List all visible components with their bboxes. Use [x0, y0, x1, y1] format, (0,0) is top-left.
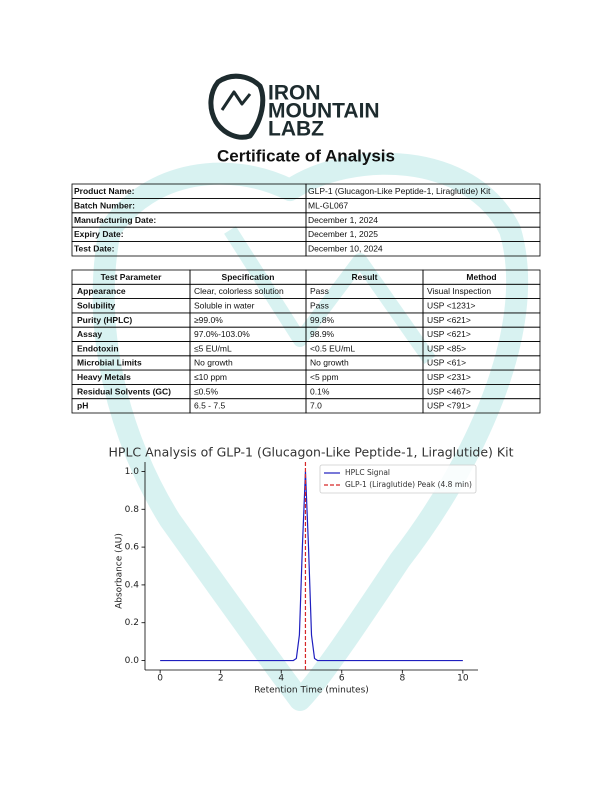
- table-value: USP <1231>: [427, 301, 476, 311]
- logo-icon: [208, 73, 266, 140]
- row-label: Solubility: [77, 301, 116, 311]
- table-value: ≥99.0%: [194, 315, 223, 325]
- x-tick-label: 4: [278, 674, 284, 684]
- table-value: USP <231>: [427, 372, 471, 382]
- table-value: 6.5 - 7.5: [194, 401, 225, 411]
- table-value: USP <85>: [427, 343, 466, 353]
- x-tick-label: 0: [157, 674, 163, 684]
- row-label: Assay: [77, 329, 102, 339]
- y-tick-label: 0.8: [125, 505, 140, 515]
- table-value: USP <467>: [427, 386, 471, 396]
- info-value: ML-GL067: [308, 200, 348, 210]
- brand-text: LABZ: [268, 118, 324, 141]
- table-value: ≤0.5%: [194, 386, 218, 396]
- column-header: Result: [352, 272, 378, 282]
- watermark: [92, 152, 529, 711]
- column-header: Method: [466, 272, 496, 282]
- table-value: 98.9%: [310, 329, 335, 339]
- x-tick-label: 10: [457, 674, 469, 684]
- info-value: December 10, 2024: [308, 244, 383, 254]
- table-value: ≤10 ppm: [194, 372, 227, 382]
- chart-title: HPLC Analysis of GLP-1 (Glucagon-Like Pe…: [109, 445, 514, 460]
- table-value: 7.0: [310, 401, 322, 411]
- table-value: Pass: [310, 301, 329, 311]
- row-label: Residual Solvents (GC): [77, 386, 171, 396]
- table-value: Soluble in water: [194, 301, 255, 311]
- y-tick-label: 0.2: [125, 618, 139, 628]
- y-tick-label: 1.0: [125, 467, 140, 477]
- legend-label: HPLC Signal: [345, 468, 390, 477]
- table-value: Visual Inspection: [427, 286, 491, 296]
- table-value: Clear, colorless solution: [194, 286, 284, 296]
- info-label: Product Name:: [74, 186, 135, 196]
- signal-line: [160, 471, 463, 662]
- table-value: USP <61>: [427, 358, 466, 368]
- table-value: Pass: [310, 286, 329, 296]
- row-label: Endotoxin: [77, 343, 119, 353]
- info-label: Expiry Date:: [74, 229, 124, 239]
- info-label: Batch Number:: [74, 200, 135, 210]
- table-value: <0.5 EU/mL: [310, 343, 355, 353]
- table-value: No growth: [310, 358, 349, 368]
- row-label: Heavy Metals: [77, 372, 131, 382]
- y-tick-label: 0.0: [125, 656, 140, 666]
- x-axis-label: Retention Time (minutes): [254, 686, 369, 696]
- document-title: Certificate of Analysis: [217, 146, 395, 165]
- table-cell: [305, 398, 424, 414]
- table-value: USP <621>: [427, 329, 471, 339]
- table-value: USP <791>: [427, 401, 471, 411]
- x-tick-label: 8: [399, 674, 405, 684]
- column-header: Test Parameter: [101, 272, 162, 282]
- info-label: Test Date:: [74, 244, 115, 254]
- table-value: USP <621>: [427, 315, 471, 325]
- x-tick-label: 6: [339, 674, 345, 684]
- info-value: December 1, 2025: [308, 229, 378, 239]
- table-value: 0.1%: [310, 386, 330, 396]
- y-axis-label: Absorbance (AU): [115, 533, 125, 609]
- table-value: ≤5 EU/mL: [194, 343, 232, 353]
- row-label: Microbial Limits: [77, 358, 142, 368]
- legend-label: GLP-1 (Liraglutide) Peak (4.8 min): [345, 480, 472, 489]
- y-tick-label: 0.4: [125, 580, 140, 590]
- table-value: <5 ppm: [310, 372, 339, 382]
- brand-text: MOUNTAIN: [268, 100, 380, 123]
- info-label: Manufacturing Date:: [74, 215, 156, 225]
- legend-box: [319, 464, 477, 494]
- row-label: Purity (HPLC): [77, 315, 132, 325]
- table-value: No growth: [194, 358, 233, 368]
- table-value: 99.8%: [310, 315, 335, 325]
- table-value: 97.0%-103.0%: [194, 329, 250, 339]
- row-label: Appearance: [77, 286, 126, 296]
- info-value: December 1, 2024: [308, 215, 378, 225]
- table-cell: [305, 241, 541, 257]
- brand-text: IRON: [268, 82, 321, 105]
- y-tick-label: 0.6: [125, 543, 140, 553]
- info-value: GLP-1 (Glucagon-Like Peptide-1, Liraglut…: [308, 186, 491, 196]
- x-tick-label: 2: [218, 674, 224, 684]
- row-label: pH: [77, 401, 88, 411]
- column-header: Specification: [222, 272, 275, 282]
- table-cell: [422, 398, 541, 414]
